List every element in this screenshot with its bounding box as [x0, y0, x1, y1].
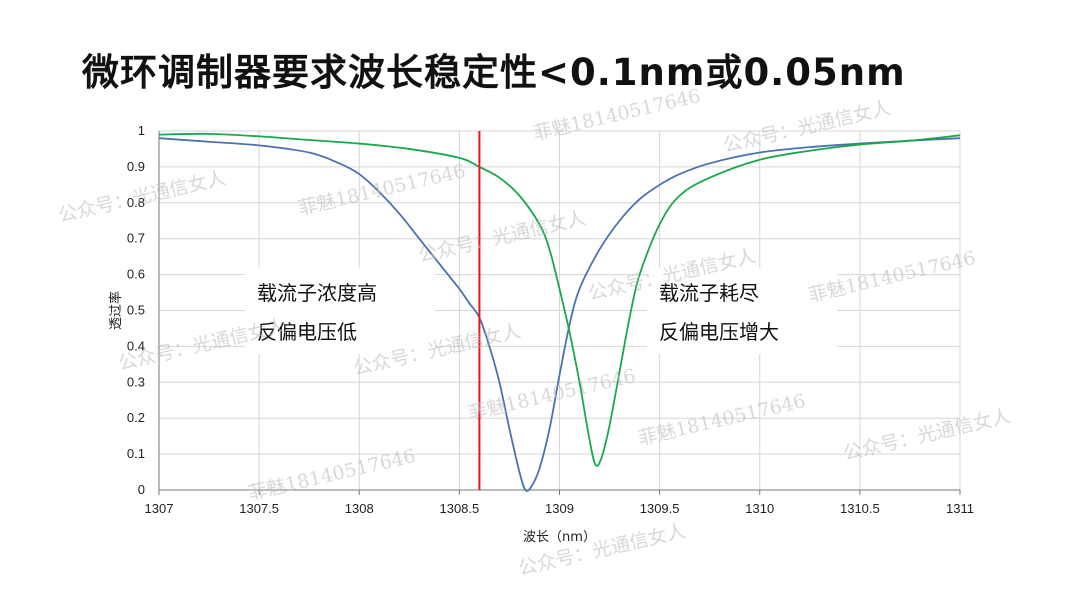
- y-tick-label: 0.9: [127, 159, 145, 174]
- slide-title: 微环调制器要求波长稳定性<0.1nm或0.05nm: [82, 51, 906, 94]
- annotation-box: [647, 268, 837, 354]
- x-tick-label: 1310.5: [840, 501, 880, 516]
- y-tick-label: 0.6: [127, 267, 145, 282]
- x-axis-title: 波长（nm）: [523, 530, 596, 545]
- x-tick-label: 1307.5: [239, 501, 279, 516]
- y-tick-label: 0.2: [127, 410, 145, 425]
- annotation-box: [245, 268, 435, 354]
- watermark-text: 菲魅18140517646: [636, 390, 808, 450]
- blue-transmission-curve: [158, 137, 961, 492]
- y-tick-label: 0.1: [127, 446, 145, 461]
- green-transmission-curve: [158, 132, 961, 467]
- annotation-left-line: 反偏电压低: [257, 320, 357, 344]
- watermark-text: 菲魅18140517646: [531, 85, 703, 145]
- x-tick-label: 1309: [545, 501, 574, 516]
- y-tick-label: 0.4: [127, 338, 145, 353]
- x-tick-label: 1308: [345, 501, 374, 516]
- annotation-right-line: 载流子耗尽: [659, 281, 759, 305]
- y-tick-label: 0.3: [127, 374, 145, 389]
- x-tick-label: 1309.5: [640, 501, 680, 516]
- x-tick-label: 1311: [946, 501, 974, 516]
- annotation-left-line: 载流子浓度高: [257, 281, 377, 305]
- watermark-text: 公众号：光通信女人: [56, 167, 228, 227]
- y-tick-label: 0.8: [127, 195, 145, 210]
- watermark-text: 公众号：光通信女人: [841, 405, 1013, 465]
- x-tick-label: 1307: [145, 501, 174, 516]
- watermark-text: 公众号：光通信女人: [516, 520, 688, 580]
- y-tick-label: 0.7: [127, 231, 145, 246]
- watermark-text: 菲魅18140517646: [296, 160, 468, 220]
- x-tick-label: 1310: [745, 501, 774, 516]
- y-tick-label: 0: [138, 482, 145, 497]
- x-tick-label: 1308.5: [439, 501, 479, 516]
- watermark-text: 公众号：光通信女人: [416, 207, 588, 267]
- y-tick-label: 1: [138, 123, 145, 138]
- y-axis-title: 透过率: [108, 291, 124, 330]
- annotation-right-line: 反偏电压增大: [659, 320, 779, 344]
- y-tick-label: 0.5: [127, 303, 145, 318]
